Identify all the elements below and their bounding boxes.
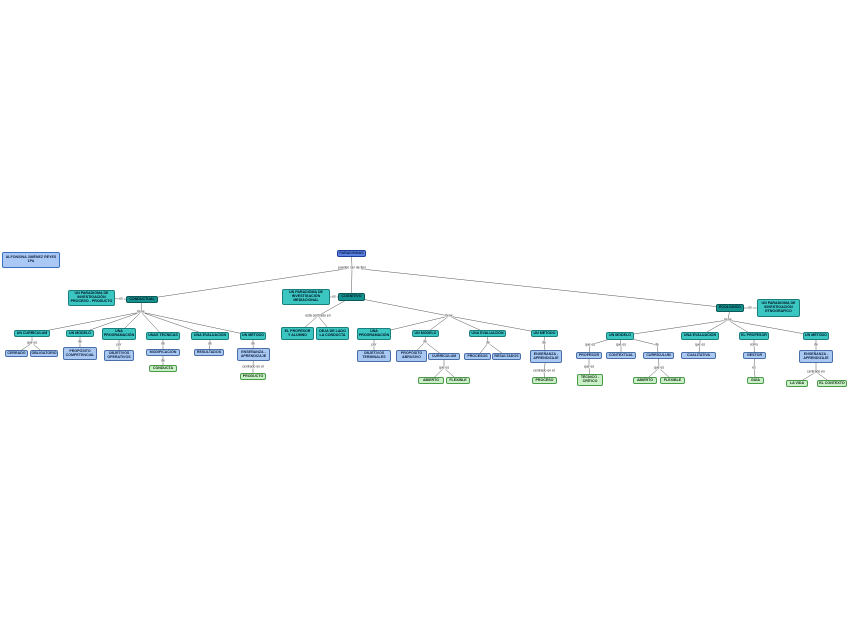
concept-node: RESULTADOS <box>492 353 521 360</box>
concept-node: UNAS TÉCNICAS <box>146 332 180 340</box>
link-label: que es <box>615 342 627 347</box>
concept-node: FLEXIBLE <box>660 377 685 384</box>
link-label: de <box>77 339 83 344</box>
concept-node: CONDUCTUAL <box>126 296 158 303</box>
concept-node: CURRÍCULUM <box>428 353 460 360</box>
link-label: de <box>654 342 660 347</box>
concept-node: TÉCNICO - CRÍTICO <box>577 374 603 386</box>
connector <box>351 296 450 317</box>
concept-node: EL PROFESOR <box>739 332 769 340</box>
connector <box>141 267 353 300</box>
concept-node: ENSEÑANZA - APRENDIZAJE <box>530 350 562 363</box>
link-label: que es <box>583 364 595 369</box>
concept-node: ABIERTO <box>418 377 444 384</box>
link-label: como <box>749 342 759 347</box>
concept-node: MODIFICACIÓN <box>146 349 180 356</box>
concept-node: UN MÉTODO <box>240 332 266 340</box>
link-label: que es <box>694 342 706 347</box>
concept-node: PROPÓSITO ABRUSIVO <box>396 350 427 362</box>
concept-node: UNA PROGRAMACIÓN <box>102 328 136 340</box>
link-label: es <box>331 294 337 299</box>
concept-node: UN PARADIGMA DE INVESTIGACIÓN PROCESO - … <box>68 290 115 306</box>
link-label: pueden ser de tipo <box>337 265 367 270</box>
concept-node: UNA EVALUACIÓN <box>191 332 229 340</box>
concept-node: PROPÓSITO COMPETENCIAL <box>63 347 97 360</box>
link-label: centrado en el <box>241 364 265 369</box>
link-label: tiene <box>136 309 146 314</box>
link-label: que es <box>26 340 38 345</box>
concept-node: UN CURRÍCULUM <box>14 330 50 337</box>
link-label: que es <box>653 365 665 370</box>
concept-node: ENSEÑANZA - APRENDIZAJE <box>237 348 270 361</box>
concept-node: UN MODELO <box>66 330 94 337</box>
connector <box>727 319 817 337</box>
concept-node: UN MÉTODO <box>803 332 829 340</box>
concept-node: PRODUCTO <box>240 373 266 380</box>
concept-node: ABIERTO <box>633 377 657 384</box>
concept-node: CONDUCTA <box>149 365 177 372</box>
link-label: tiene <box>723 317 733 322</box>
link-label: está centrado en <box>304 313 332 318</box>
concept-node: PARADIGMAS <box>337 250 366 257</box>
link-label: es <box>747 305 753 310</box>
link-label: centrado en el <box>532 368 556 373</box>
connector <box>351 267 731 309</box>
connector <box>31 311 142 334</box>
link-label: tiene <box>444 313 454 318</box>
concept-node: CURRÍCULUM <box>643 352 674 359</box>
connector <box>448 315 545 334</box>
concept-node: CUALITATIVA <box>681 352 716 359</box>
link-label: por <box>371 342 377 347</box>
concept-node: COGNITIVO <box>338 293 365 301</box>
concept-node: PROCESOS <box>464 353 491 360</box>
concept-node: UNA EVALUACIÓN <box>469 330 506 337</box>
link-label: que es <box>584 342 596 347</box>
concept-node: ALFONSINA JIMÉNEZ REYES 1PA <box>2 252 60 268</box>
concept-node: PROCESO <box>532 377 557 384</box>
connector <box>79 311 142 334</box>
concept-node: EL PROFESOR Y ALUMNO <box>281 327 314 340</box>
concept-node: UN PARADIGMA DE INVESTIGACIÓN ETNOGRÁFIC… <box>757 299 800 317</box>
concept-node: EL CONTEXTO <box>817 380 847 387</box>
concept-node: UN MODELO <box>412 330 439 337</box>
concept-node: ENSEÑANZA - APRENDIZAJE <box>799 350 833 363</box>
concept-node: CERRADO <box>5 350 28 357</box>
concept-node: FLEXIBLE <box>446 377 470 384</box>
concept-node: CONTEXTUAL <box>606 352 636 359</box>
concept-node: UNA PROGRAMACIÓN <box>357 328 391 340</box>
concept-node: UN MÉTODO <box>531 330 558 337</box>
connector <box>351 267 353 298</box>
link-label: de <box>250 341 256 346</box>
concept-node: GESTOR <box>743 352 766 359</box>
link-label: es <box>118 296 124 301</box>
concept-node: LA VIDA <box>786 380 808 387</box>
concept-node: GUÍA <box>747 377 764 384</box>
link-label: que es <box>438 365 450 370</box>
link-label: de <box>422 339 428 344</box>
link-label: de <box>813 342 819 347</box>
concept-node: UN MODELO <box>606 332 634 340</box>
concept-node: OBJETIVOS TERMINALES <box>357 350 391 362</box>
link-label: de <box>160 341 166 346</box>
link-label: centrado en <box>806 369 826 374</box>
link-label: de <box>485 340 491 345</box>
concept-node: RESULTADOS <box>194 349 224 356</box>
concept-node: DEJA DE LADO LA CONDUCTA <box>316 327 349 340</box>
link-label: de <box>160 358 166 363</box>
concept-node: UN PARADIGMA DE INVESTIGACIÓN MEDIACIONA… <box>282 289 330 305</box>
concept-node: ECOLÓGICO <box>716 304 744 312</box>
link-label: de <box>207 341 213 346</box>
concept-node: OBJETIVOS OPERATIVOS <box>104 350 134 361</box>
link-label: de <box>541 340 547 345</box>
link-label: por <box>116 342 122 347</box>
concept-node: OBLIGATORIO <box>30 350 58 357</box>
concept-node: PROFESOR <box>576 352 602 359</box>
connector <box>140 311 254 337</box>
concept-node: UNA EVALUACIÓN <box>681 332 719 340</box>
connector <box>619 319 729 337</box>
link-label: es <box>751 365 757 370</box>
